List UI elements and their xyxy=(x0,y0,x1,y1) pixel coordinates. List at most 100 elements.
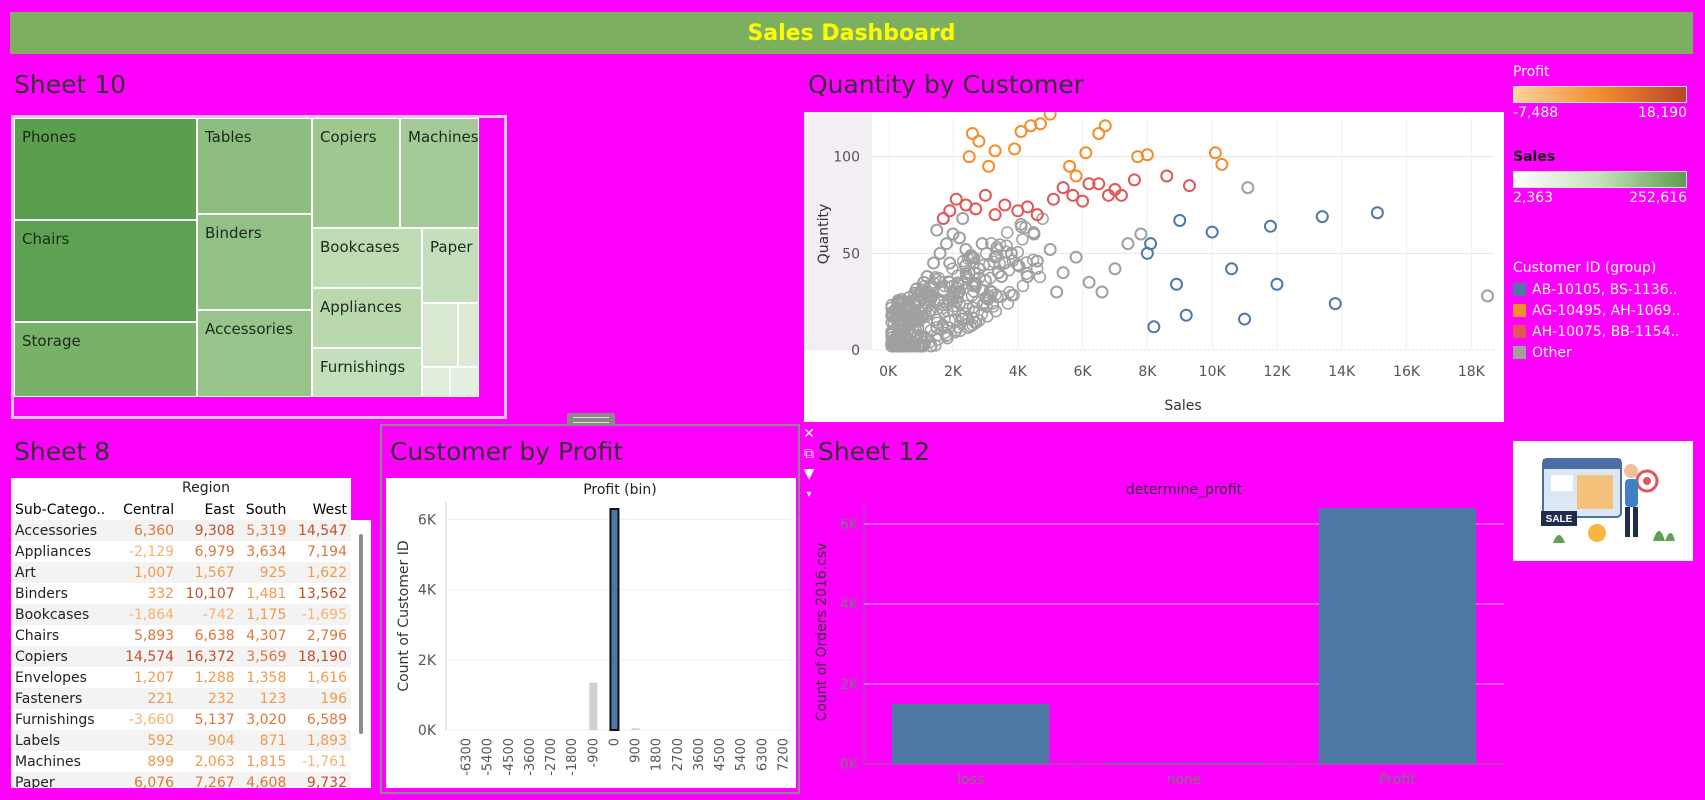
scatter-point[interactable] xyxy=(1043,242,1057,256)
scatter-point[interactable] xyxy=(930,223,944,237)
scatter-point[interactable] xyxy=(1238,312,1252,326)
scatter-point[interactable] xyxy=(998,256,1012,270)
scatter-point[interactable] xyxy=(950,281,963,294)
table-cell[interactable]: 6,360 xyxy=(115,520,179,541)
treemap-tile-bookcases[interactable]: Bookcases xyxy=(312,228,422,288)
scatter-point[interactable] xyxy=(910,331,923,345)
table-cell[interactable]: 3,020 xyxy=(238,709,291,730)
table-cell[interactable]: 1,007 xyxy=(115,562,179,583)
histogram-chart[interactable]: Profit (bin) 0K 2K 4K 6K Count of Customer ID… xyxy=(386,478,796,788)
table-cell[interactable]: -2,129 xyxy=(115,541,179,562)
scatter-point[interactable] xyxy=(956,212,970,226)
scatter-point[interactable] xyxy=(885,298,898,312)
table-row[interactable]: Paper 6,076 7,267 4,608 9,732 xyxy=(11,772,351,788)
scatter-point[interactable] xyxy=(949,295,963,309)
table-cell[interactable]: -1,695 xyxy=(290,604,351,625)
table-cell[interactable]: 6,638 xyxy=(178,625,239,646)
scatter-point[interactable] xyxy=(1021,270,1034,284)
table-cell[interactable]: 7,194 xyxy=(290,541,351,562)
scatter-point[interactable] xyxy=(1160,169,1174,183)
treemap-tile-small[interactable] xyxy=(458,303,479,367)
scatter-point[interactable] xyxy=(1005,289,1018,302)
table-cell[interactable]: 5,893 xyxy=(115,625,179,646)
scatter-point[interactable] xyxy=(936,212,950,226)
scatter-point[interactable] xyxy=(1114,188,1128,202)
table-cell[interactable]: 4,307 xyxy=(238,625,291,646)
scatter-plot[interactable]: 0 50 100 0K 2K 4K 6K 8K 10K 12K 14K 16K 18K Sales Quan… xyxy=(804,107,1504,422)
scatter-point[interactable] xyxy=(1008,142,1022,156)
table-row[interactable]: Appliances -2,129 6,979 3,634 7,194 xyxy=(11,541,351,562)
sheet12-bar-profit[interactable] xyxy=(1318,508,1476,764)
scatter-point[interactable] xyxy=(1043,107,1057,121)
treemap-tile-small[interactable] xyxy=(422,303,458,367)
table-row[interactable]: Bookcases -1,864 -742 1,175 -1,695 xyxy=(11,604,351,625)
table-cell[interactable]: 123 xyxy=(238,688,291,709)
scatter-point[interactable] xyxy=(1004,246,1018,260)
scatter-point[interactable] xyxy=(965,126,979,140)
scatter-point[interactable] xyxy=(969,202,983,216)
open-external-icon[interactable]: ⧉ xyxy=(804,446,814,462)
crosstab-scrollbar-thumb[interactable] xyxy=(359,534,363,734)
scatter-point[interactable] xyxy=(930,321,943,334)
scatter-point[interactable] xyxy=(1014,125,1028,139)
move-handle[interactable] xyxy=(567,413,615,425)
scatter-point[interactable] xyxy=(948,325,962,339)
scatter-point[interactable] xyxy=(1182,179,1196,193)
table-row[interactable]: Envelopes 1,207 1,288 1,358 1,616 xyxy=(11,667,351,688)
legend-item-ah-10075-bb-1154[interactable]: AH-10075, BB-1154.. xyxy=(1513,321,1698,342)
treemap-tile-storage[interactable]: Storage xyxy=(14,322,197,397)
scatter-point[interactable] xyxy=(1205,225,1219,239)
table-cell[interactable]: 1,622 xyxy=(290,562,351,583)
scatter-point[interactable] xyxy=(1056,181,1070,195)
crosstab-scrollbar-track[interactable] xyxy=(351,520,371,788)
table-cell[interactable]: 6,076 xyxy=(115,772,179,788)
scatter-point[interactable] xyxy=(993,238,1007,251)
sheet12-bar-loss[interactable] xyxy=(892,704,1050,764)
table-cell[interactable]: 2,796 xyxy=(290,625,351,646)
scatter-point[interactable] xyxy=(929,273,942,286)
scatter-point[interactable] xyxy=(959,242,973,256)
scatter-point[interactable] xyxy=(910,289,924,303)
crosstab-panel[interactable]: Region Sub-Catego.. Central East South West … xyxy=(11,478,351,788)
table-cell[interactable]: 332 xyxy=(115,583,179,604)
table-row[interactable]: Chairs 5,893 6,638 4,307 2,796 xyxy=(11,625,351,646)
histogram-selected-frame[interactable] xyxy=(380,424,800,794)
scatter-point[interactable] xyxy=(941,297,954,311)
scatter-point[interactable] xyxy=(1011,258,1025,272)
scatter-point[interactable] xyxy=(1108,262,1122,276)
scatter-point[interactable] xyxy=(1121,237,1135,251)
table-cell[interactable]: 2,063 xyxy=(178,751,239,772)
table-cell[interactable]: 7,267 xyxy=(178,772,239,788)
table-cell[interactable]: 1,815 xyxy=(238,751,291,772)
scatter-point[interactable] xyxy=(924,291,937,304)
table-cell[interactable]: 592 xyxy=(115,730,179,751)
scatter-point[interactable] xyxy=(943,256,957,270)
treemap-tile-appliances[interactable]: Appliances xyxy=(312,288,422,348)
table-cell[interactable]: 1,175 xyxy=(238,604,291,625)
scatter-point[interactable] xyxy=(1033,270,1047,284)
scatter-point[interactable] xyxy=(891,314,905,327)
scatter-point[interactable] xyxy=(969,277,983,291)
scatter-point[interactable] xyxy=(1134,227,1148,241)
scatter-point[interactable] xyxy=(891,328,905,342)
scatter-point[interactable] xyxy=(1208,146,1222,160)
scatter-point[interactable] xyxy=(1173,213,1187,227)
scatter-point[interactable] xyxy=(1050,285,1064,299)
table-cell[interactable]: 1,567 xyxy=(178,562,239,583)
scatter-point[interactable] xyxy=(1056,266,1070,280)
table-cell[interactable]: 904 xyxy=(178,730,239,751)
scatter-point[interactable] xyxy=(1170,277,1184,291)
table-cell[interactable]: 14,574 xyxy=(115,646,179,667)
table-row[interactable]: Fasteners 221 232 123 196 xyxy=(11,688,351,709)
scatter-point[interactable] xyxy=(961,312,975,326)
scatter-point[interactable] xyxy=(991,266,1005,280)
table-cell[interactable]: 5,137 xyxy=(178,709,239,730)
table-cell[interactable]: 221 xyxy=(115,688,179,709)
table-cell[interactable]: 6,979 xyxy=(178,541,239,562)
table-cell[interactable]: 18,190 xyxy=(290,646,351,667)
table-cell[interactable]: 196 xyxy=(290,688,351,709)
scatter-point[interactable] xyxy=(1241,181,1255,195)
treemap-tile-machines[interactable]: Machines xyxy=(400,118,479,228)
scatter-point[interactable] xyxy=(985,236,998,250)
legend-item-ag-10495-ah-1069[interactable]: AG-10495, AH-1069.. xyxy=(1513,300,1698,321)
